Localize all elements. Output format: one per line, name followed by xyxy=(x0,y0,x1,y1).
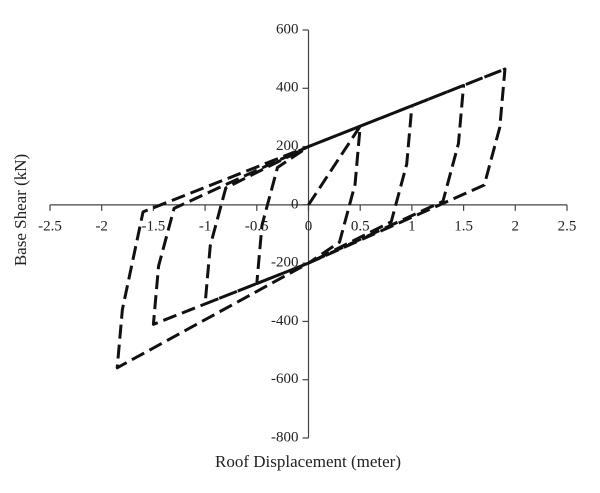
hysteresis-curve xyxy=(115,67,507,370)
x-tick-label: -2.5 xyxy=(38,218,62,234)
x-tick-label: -1.5 xyxy=(142,218,166,234)
y-tick-label: -800 xyxy=(271,429,299,445)
y-tick-label: 0 xyxy=(291,196,299,212)
x-tick-label: 1.5 xyxy=(454,218,473,234)
x-tick-label: -0.5 xyxy=(245,218,269,234)
x-axis-label: Roof Displacement (meter) xyxy=(215,452,401,471)
y-tick-label: 200 xyxy=(276,138,299,154)
x-tick-label: 2.5 xyxy=(558,218,577,234)
x-tick-label: 1 xyxy=(408,218,416,234)
y-tick-label: 400 xyxy=(276,80,299,96)
y-tick-label: -200 xyxy=(271,255,299,271)
x-tick-label: -2 xyxy=(95,218,108,234)
y-tick-label: -600 xyxy=(271,371,299,387)
y-tick-label: 600 xyxy=(276,21,299,37)
x-tick-label: 0 xyxy=(305,218,313,234)
y-axis-label: Base Shear (kN) xyxy=(11,154,30,266)
x-tick-label: 0.5 xyxy=(351,218,370,234)
y-tick-label: -400 xyxy=(271,313,299,329)
x-tick-label: -1 xyxy=(199,218,212,234)
x-tick-label: 2 xyxy=(512,218,520,234)
